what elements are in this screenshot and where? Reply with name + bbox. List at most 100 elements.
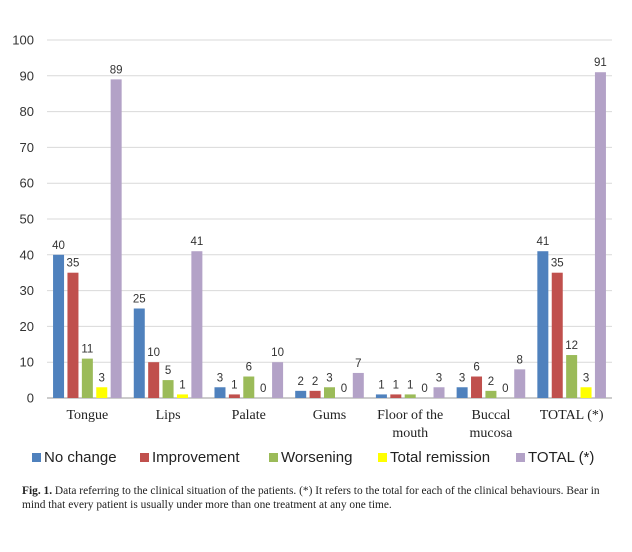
data-label: 6	[473, 362, 479, 374]
bar-worsening	[324, 387, 335, 398]
legend-swatch	[378, 453, 387, 462]
data-label: 0	[421, 383, 427, 395]
data-label: 0	[502, 383, 508, 395]
legend-swatch	[32, 453, 41, 462]
data-label: 5	[165, 365, 171, 377]
legend-label: Total remission	[390, 449, 490, 466]
bar-worsening	[81, 358, 93, 398]
data-label: 35	[551, 258, 564, 270]
y-tick-label: 30	[20, 283, 34, 298]
bars	[53, 72, 606, 398]
category-label: mucosa	[470, 426, 514, 441]
data-label: 0	[260, 383, 266, 395]
figure-caption: Fig. 1. Data referring to the clinical s…	[22, 484, 614, 512]
y-axis-ticks: 0 10 20 30 40 50 60 70 80 90 100	[12, 33, 34, 406]
bar-worsening	[485, 390, 497, 398]
bar-total	[594, 72, 606, 398]
y-tick-label: 0	[27, 391, 34, 406]
data-label: 1	[407, 379, 413, 391]
data-label: 0	[341, 383, 347, 395]
data-label: 1	[378, 379, 384, 391]
legend-label: TOTAL (*)	[528, 449, 594, 466]
data-label: 2	[488, 376, 494, 388]
data-label: 3	[583, 372, 589, 384]
data-label: 6	[246, 362, 252, 374]
bar-no-change	[295, 390, 307, 398]
legend-swatch	[140, 453, 149, 462]
bar-total	[433, 387, 445, 398]
bar-improvement	[471, 376, 483, 398]
data-label: 3	[217, 372, 223, 384]
legend: No change Improvement Worsening Total remis…	[32, 449, 594, 466]
y-tick-label: 10	[20, 355, 34, 370]
data-label: 3	[436, 372, 442, 384]
bar-worsening	[162, 380, 174, 398]
y-tick-label: 20	[20, 319, 34, 334]
bar-total-remission	[96, 387, 108, 398]
data-label: 3	[459, 372, 465, 384]
data-label: 10	[271, 347, 284, 359]
bar-no-change	[133, 308, 145, 398]
data-label: 12	[565, 340, 578, 352]
data-label: 89	[110, 64, 123, 76]
data-label: 11	[81, 344, 93, 356]
data-label: 1	[393, 379, 399, 391]
category-label: Palate	[232, 408, 266, 423]
bar-worsening	[566, 355, 578, 398]
data-label: 1	[179, 379, 185, 391]
bar-improvement	[67, 272, 79, 398]
legend-label: Improvement	[152, 449, 240, 466]
bar-no-change	[53, 254, 65, 398]
legend-swatch	[516, 453, 525, 462]
bar-improvement	[309, 390, 321, 398]
data-label: 41	[536, 236, 549, 248]
legend-label: Worsening	[281, 449, 352, 466]
data-label: 91	[594, 57, 607, 69]
data-label: 3	[326, 372, 332, 384]
bar-total	[272, 362, 284, 398]
bar-no-change	[375, 394, 387, 398]
category-label: Tongue	[66, 408, 108, 423]
data-label: 2	[312, 376, 318, 388]
category-label: Buccal	[471, 408, 510, 423]
category-label: Floor of the	[377, 408, 443, 423]
category-label: TOTAL (*)	[540, 408, 604, 423]
bar-no-change	[456, 387, 468, 398]
data-label: 35	[67, 258, 80, 270]
bar-total	[352, 372, 364, 398]
gridlines	[47, 39, 612, 399]
data-label: 2	[297, 376, 303, 388]
caption-label: Fig. 1.	[22, 485, 53, 497]
y-tick-label: 60	[20, 176, 34, 191]
category-label: Gums	[313, 408, 346, 423]
category-label: mouth	[392, 426, 428, 441]
y-tick-label: 40	[20, 247, 34, 262]
bar-no-change	[214, 387, 226, 398]
bar-worsening	[243, 376, 255, 398]
bar-improvement	[551, 272, 563, 398]
y-tick-label: 70	[20, 140, 34, 155]
y-tick-label: 90	[20, 68, 34, 83]
y-tick-label: 100	[12, 33, 34, 48]
y-tick-label: 50	[20, 212, 34, 227]
legend-label: No change	[44, 449, 117, 466]
y-tick-label: 80	[20, 104, 34, 119]
bar-improvement	[148, 362, 160, 398]
data-label: 10	[147, 347, 160, 359]
data-label: 3	[99, 372, 105, 384]
bar-total	[191, 251, 203, 398]
x-axis-categories: Tongue Lips Palate Gums Floor of the mouth Buc…	[66, 408, 603, 441]
bar-total	[110, 79, 122, 398]
data-label: 8	[517, 354, 523, 366]
bar-worsening	[404, 394, 416, 398]
bar-total	[514, 369, 526, 398]
data-label: 41	[190, 236, 203, 248]
bar-total-remission	[176, 394, 188, 398]
category-label: Lips	[156, 408, 181, 423]
data-label: 40	[52, 240, 65, 252]
bar-improvement	[390, 394, 402, 398]
data-label: 1	[231, 379, 237, 391]
bar-no-change	[537, 251, 549, 398]
